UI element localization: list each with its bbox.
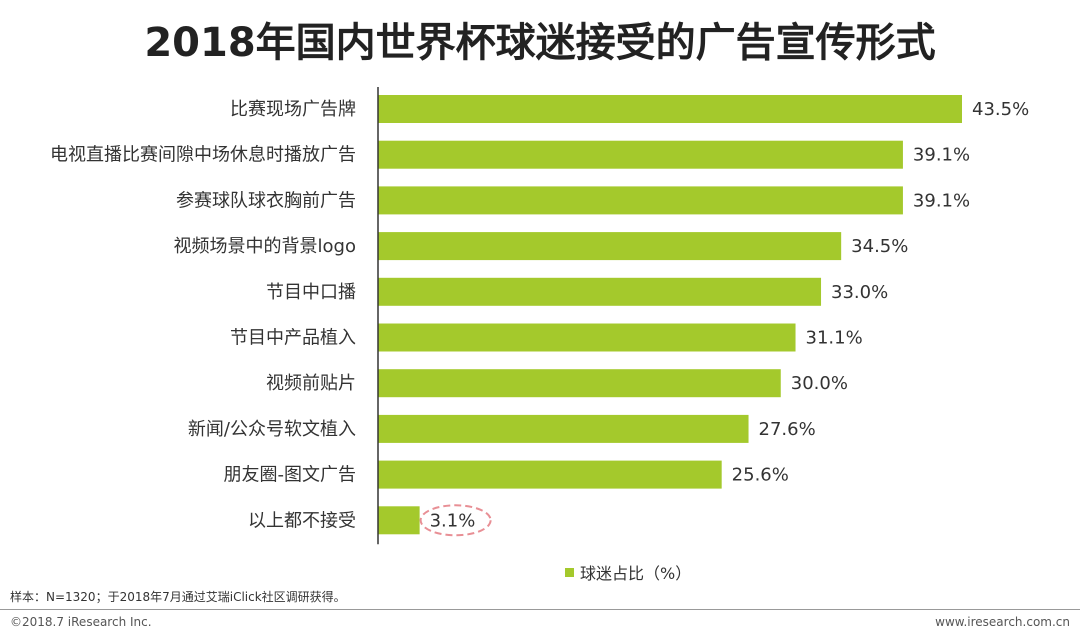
bar — [378, 414, 749, 443]
bar — [378, 460, 722, 489]
bar — [378, 277, 822, 306]
bar — [378, 323, 796, 352]
category-label: 视频前贴片 — [266, 373, 356, 394]
bar-group: 视频场景中的背景logo 34.5% — [174, 232, 908, 261]
bar — [378, 232, 842, 261]
highlight-circle — [419, 504, 492, 537]
data-label: 33.0% — [831, 282, 888, 303]
category-label: 新闻/公众号软文植入 — [188, 419, 356, 440]
footer-divider — [0, 609, 1080, 610]
bar — [378, 186, 903, 215]
category-label: 朋友圈-图文广告 — [224, 465, 357, 486]
data-label: 39.1% — [913, 190, 970, 211]
bar-group: 视频前贴片 30.0% — [266, 369, 848, 398]
bar-group: 参赛球队球衣胸前广告 39.1% — [176, 186, 970, 215]
data-label: 31.1% — [806, 328, 863, 349]
data-label: 27.6% — [759, 419, 816, 440]
legend-swatch — [565, 567, 574, 577]
bar-group: 电视直播比赛间隙中场休息时播放广告 39.1% — [50, 140, 970, 169]
category-label: 比赛现场广告牌 — [230, 99, 356, 120]
bar — [378, 369, 781, 398]
copyright-text: ©2018.7 iResearch Inc. — [10, 615, 152, 629]
data-label: 30.0% — [791, 373, 848, 394]
category-label: 以上都不接受 — [248, 510, 356, 531]
data-label: 34.5% — [851, 236, 908, 257]
chart-title: 2018年国内世界杯球迷接受的广告宣传形式 — [144, 20, 936, 66]
category-label: 节目中口播 — [266, 282, 356, 303]
bar-group: 比赛现场广告牌 43.5% — [230, 95, 1029, 123]
bar-chart: 比赛现场广告牌 43.5%电视直播比赛间隙中场休息时播放广告 39.1%参赛球队球衣… — [50, 87, 1029, 545]
data-label: 43.5% — [972, 99, 1029, 120]
website-text: www.iresearch.com.cn — [935, 615, 1070, 629]
category-label: 视频场景中的背景logo — [174, 236, 356, 257]
bar — [378, 95, 962, 123]
bars-layer: 比赛现场广告牌 43.5%电视直播比赛间隙中场休息时播放广告 39.1%参赛球队球衣… — [50, 95, 1029, 537]
legend-label: 球迷占比（%） — [580, 564, 692, 583]
bar-group: 新闻/公众号软文植入 27.6% — [188, 414, 816, 443]
category-label: 节目中产品植入 — [230, 328, 356, 349]
category-label: 电视直播比赛间隙中场休息时播放广告 — [50, 145, 356, 166]
data-label: 3.1% — [430, 510, 476, 531]
bar-group: 朋友圈-图文广告 25.6% — [224, 460, 789, 489]
bar-group: 以上都不接受 3.1% — [248, 504, 492, 537]
data-label: 39.1% — [913, 145, 970, 166]
bar — [378, 506, 420, 535]
sample-footnote: 样本：N=1320；于2018年7月通过艾瑞iClick社区调研获得。 — [10, 590, 346, 604]
bar — [378, 140, 903, 169]
category-label: 参赛球队球衣胸前广告 — [176, 190, 356, 211]
bar-group: 节目中产品植入 31.1% — [230, 323, 863, 352]
data-label: 25.6% — [732, 465, 789, 486]
legend: 球迷占比（%） — [565, 560, 691, 584]
bar-group: 节目中口播 33.0% — [266, 277, 888, 306]
